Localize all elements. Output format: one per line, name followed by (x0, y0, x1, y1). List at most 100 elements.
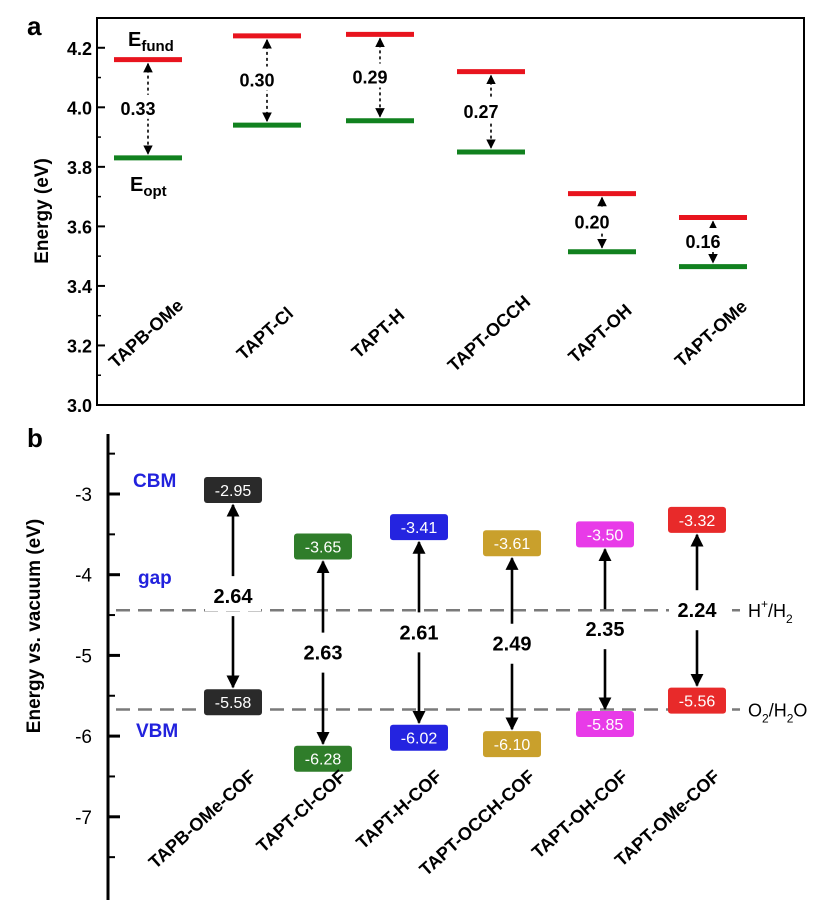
reference-label-0: H+/H2 (748, 597, 793, 626)
panel-a-frame (96, 17, 805, 406)
legend-e-fund: Efund (128, 29, 174, 55)
y-tick-label-0: 3.0 (67, 396, 92, 416)
vbm-box-1 (294, 745, 352, 772)
y-tick-label-4: -7 (75, 808, 92, 829)
category-label-2: TAPT-H-COF (352, 766, 445, 853)
category-label-4: TAPT-OH (564, 300, 635, 367)
panel-b-label: b (27, 423, 43, 453)
vbm-box-5 (668, 687, 726, 714)
cbm-box-5 (668, 506, 726, 533)
category-label-3: TAPT-OCCH (444, 291, 534, 375)
cbm-box-4 (576, 521, 634, 548)
panel-a-y-axis: 3.0 3.2 3.4 3.6 3.8 4.0 4.2 (67, 39, 105, 416)
category-label-5: TAPT-OMe (671, 296, 751, 371)
gap-value-2: 2.61 (400, 622, 439, 644)
gap-value-4: 0.20 (574, 213, 609, 233)
panel-a-ylabel: Energy (eV) (32, 158, 53, 264)
y-tick-label-4: 3.8 (67, 158, 92, 178)
y-tick-label-3: -6 (75, 727, 92, 748)
cbm-value-5: -3.32 (679, 513, 716, 530)
cbm-label: CBM (133, 471, 176, 492)
reference-label-1-tail: /H (769, 700, 787, 720)
reference-label-0-sub: 2 (786, 612, 793, 626)
panel-b: b Energy vs. vacuum (eV) -3-4-5-6-7 H+/H… (24, 423, 807, 900)
cbm-box-2 (390, 514, 448, 541)
legend-e-opt: Eopt (130, 174, 167, 200)
cbm-value-3: -3.61 (494, 536, 531, 553)
reference-label-1-main: O (748, 700, 762, 720)
vbm-value-4: -5.85 (587, 717, 624, 734)
gap-value-5: 0.16 (685, 232, 720, 252)
gap-label-bg-2 (391, 615, 447, 648)
y-tick-label-2: 3.4 (67, 277, 92, 297)
gap-value-5: 2.24 (678, 600, 718, 622)
vbm-box-3 (483, 731, 541, 758)
y-tick-label-1: -4 (75, 566, 92, 587)
cbm-box-0 (204, 476, 262, 503)
gap-label-bg-1 (295, 635, 351, 668)
reference-label-0-main: H (748, 601, 761, 621)
vbm-value-5: -5.56 (679, 694, 716, 711)
gap-label-bg-3 (484, 626, 540, 659)
gap-value-3: 0.27 (463, 102, 498, 122)
panel-a-legend: Efund Eopt (128, 29, 174, 200)
gap-label-bg-5 (681, 228, 725, 253)
gap-value-2: 0.29 (352, 68, 387, 88)
cbm-value-4: -3.50 (587, 527, 624, 544)
vbm-value-2: -6.02 (401, 731, 438, 748)
gap-value-3: 2.49 (493, 634, 532, 656)
gap-value-1: 0.30 (239, 71, 274, 91)
category-label-2: TAPT-H (348, 305, 409, 362)
cbm-box-3 (483, 530, 541, 557)
vbm-box-0 (204, 689, 262, 716)
gap-label-bg-4 (570, 208, 614, 233)
y-tick-label-1: 3.2 (67, 336, 92, 356)
cbm-box-1 (294, 533, 352, 560)
vbm-value-3: -6.10 (494, 737, 531, 754)
reference-label-1-sub: 2 (762, 711, 769, 725)
category-label-1: TAPT-Cl-COF (253, 766, 350, 856)
gap-value-1: 2.63 (304, 643, 343, 665)
gap-value-4: 2.35 (586, 619, 625, 641)
category-label-1: TAPT-Cl (233, 303, 297, 364)
panel-b-y-axis: -3 -4 -5 -6 -7 (75, 434, 120, 900)
panel-b-row-labels: CBM gap VBM (133, 471, 178, 742)
category-label-4: TAPT-OH-COF (528, 766, 632, 862)
reference-label-0-sup: + (761, 597, 768, 611)
gap-label-bg-4 (577, 612, 633, 645)
category-label-0: TAPB-OMe-COF (145, 766, 260, 872)
vbm-value-1: -6.28 (305, 752, 342, 769)
y-tick-label-2: -5 (75, 646, 92, 667)
gap-label-bg-3 (459, 97, 503, 122)
category-label-0: TAPB-OMe (105, 295, 187, 372)
panel-b-marks: 2.64 -2.95 -5.58 2.63 -3.65 -6.28 2.61 -3.41 -6.… (204, 476, 726, 772)
reference-label-1: O2/H2O (748, 700, 807, 725)
gap-label-bg-5 (669, 593, 725, 626)
y-tick-label-3: 3.6 (67, 217, 92, 237)
cbm-value-1: -3.65 (305, 539, 342, 556)
vbm-label: VBM (136, 721, 178, 742)
gap-label-bg-1 (235, 66, 279, 91)
vbm-box-4 (576, 710, 634, 737)
cbm-value-0: -2.95 (215, 483, 252, 500)
y-tick-label-6: 4.2 (67, 39, 92, 59)
gap-value-0: 0.33 (120, 99, 155, 119)
gap-value-0: 2.64 (214, 586, 254, 608)
gap-label-bg-0 (116, 94, 160, 119)
panel-a-marks: 0.33 TAPB-OMe 0.30 TAPT-Cl 0.29 TAPT-H 0.27 TAP… (105, 31, 751, 376)
vbm-value-0: -5.58 (215, 695, 252, 712)
y-tick-label-5: 4.0 (67, 98, 92, 118)
panel-a: a Energy (eV) 3.0 3.2 3.4 3.6 3.8 4.0 4.2 0.33… (27, 11, 805, 416)
vbm-box-2 (390, 724, 448, 751)
gap-label: gap (138, 568, 172, 589)
reference-label-0-tail: /H (768, 601, 786, 621)
reference-label-1-tail2: O (793, 700, 807, 720)
reference-label-1-sub2: 2 (787, 711, 794, 725)
panel-a-label: a (27, 11, 42, 41)
cbm-value-2: -3.41 (401, 520, 438, 537)
gap-label-bg-0 (205, 579, 261, 612)
y-tick-label-0: -3 (75, 485, 92, 506)
